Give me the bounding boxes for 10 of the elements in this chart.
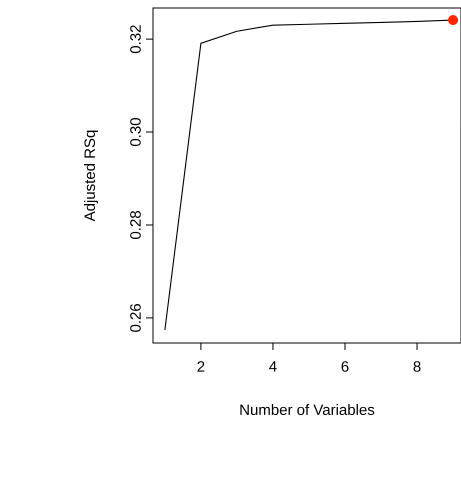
x-tick-label: 6 — [341, 361, 348, 372]
x-tick-label: 4 — [268, 361, 276, 372]
x-axis-title: Number of Variables — [240, 404, 374, 416]
y-tick-label: 0.26 — [130, 304, 141, 332]
x-tick-label: 8 — [413, 361, 420, 372]
y-tick-label: 0.28 — [130, 211, 141, 239]
x-tick-label: 2 — [197, 361, 204, 372]
y-tick-label: 0.32 — [130, 25, 141, 54]
y-axis-title: Adjusted RSq — [84, 130, 98, 222]
y-tick-label: 0.30 — [130, 118, 141, 146]
